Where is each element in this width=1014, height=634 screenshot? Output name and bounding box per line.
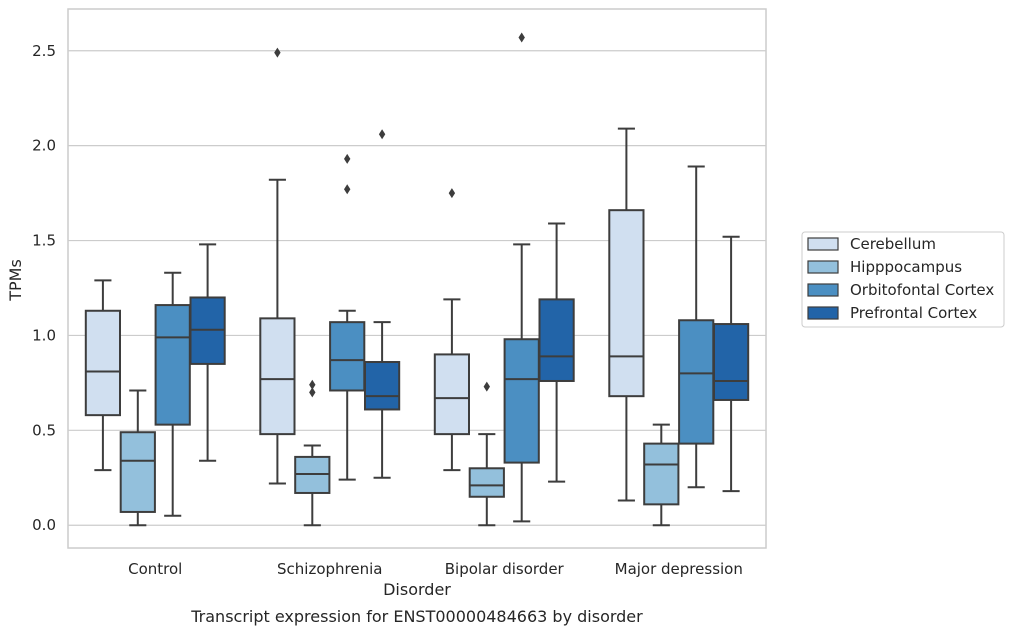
box-0-1: [119, 389, 156, 527]
box-1-1: [294, 379, 331, 527]
box-3-1: [643, 423, 680, 527]
box-body: [363, 361, 401, 411]
box-2-0: [433, 188, 471, 472]
legend-label: Cerebellum: [850, 235, 936, 253]
box-body: [503, 338, 540, 464]
box-body: [608, 209, 645, 398]
x-tick-label: Bipolar disorder: [445, 560, 565, 578]
outlier-marker: [344, 153, 351, 164]
outlier-marker: [378, 129, 386, 140]
y-tick-label: 2.5: [32, 42, 56, 60]
box-body: [259, 317, 296, 436]
box-body: [678, 319, 715, 445]
box-body: [154, 304, 191, 426]
box-body: [468, 467, 505, 498]
box-body: [329, 321, 366, 392]
outlier-marker: [448, 188, 456, 199]
outlier-marker: [309, 387, 316, 398]
outlier-marker: [274, 47, 281, 58]
box-body: [712, 323, 750, 401]
box-2-2: [503, 32, 540, 523]
box-body: [84, 309, 122, 417]
outlier-marker: [518, 32, 525, 43]
box-0-2: [154, 271, 191, 517]
box-body: [433, 353, 471, 436]
box-body: [538, 298, 575, 382]
box-body: [643, 442, 680, 506]
box-body: [119, 431, 156, 513]
chart-caption: Transcript expression for ENST0000048466…: [190, 607, 643, 626]
legend-frame: [801, 231, 1005, 328]
x-tick-label: Schizophrenia: [277, 560, 382, 578]
legend-swatch: [807, 260, 839, 274]
legend-swatch: [807, 306, 839, 320]
y-tick-label: 2.0: [32, 137, 56, 155]
y-axis-ticks: 0.0 0.5 1.0 1.5 2.0 2.5: [32, 42, 56, 534]
box-1-0: [259, 47, 296, 485]
y-tick-label: 0.5: [32, 421, 56, 439]
y-tick-label: 0.0: [32, 516, 56, 534]
plot-frame: [67, 8, 767, 549]
box-1-3: [363, 129, 401, 479]
box-3-0: [608, 127, 645, 502]
x-tick-label: Control: [128, 560, 182, 578]
y-tick-label: 1.0: [32, 326, 56, 344]
boxes: [84, 32, 750, 527]
box-0-3: [189, 243, 226, 462]
legend-label: Hipppocampus: [850, 258, 962, 276]
outlier-marker: [309, 379, 316, 390]
x-tick-label: Major depression: [615, 560, 743, 578]
x-axis-label: Disorder: [383, 580, 451, 599]
y-axis-label: TPMs: [6, 259, 25, 302]
box-2-1: [468, 381, 505, 527]
legend-swatch: [807, 283, 839, 297]
box-0-0: [84, 279, 122, 472]
outlier-marker: [344, 184, 351, 195]
box-2-3: [538, 222, 575, 483]
legend-label: Orbitofontal Cortex: [850, 281, 994, 299]
legend-label: Prefrontal Cortex: [850, 304, 977, 322]
x-axis-ticks: Control Schizophrenia Bipolar disorder Majo…: [128, 560, 743, 578]
box-3-3: [712, 235, 750, 493]
y-tick-label: 1.5: [32, 232, 56, 250]
outlier-marker: [483, 381, 490, 392]
legend: Cerebellum Hipppocampus Orbitofontal Corte…: [801, 231, 1005, 328]
box-1-2: [329, 153, 366, 481]
legend-swatch: [807, 237, 839, 251]
